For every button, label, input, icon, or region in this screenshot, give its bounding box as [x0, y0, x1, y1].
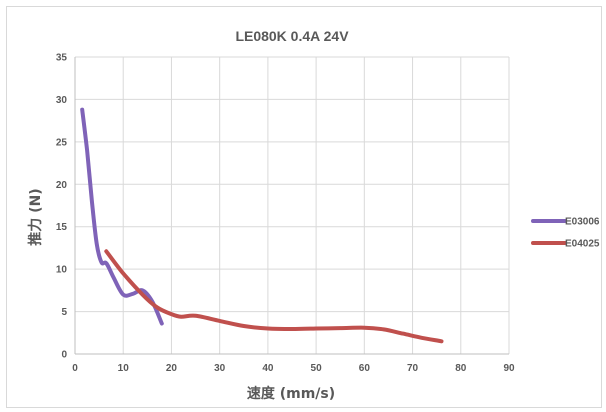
y-tick-label: 5	[61, 307, 67, 318]
x-tick-label: 30	[214, 363, 226, 374]
series-line-E04025	[104, 249, 444, 344]
line-chart: LE080K 0.4A 24V 0 10 20 30 40 50 60 70 80 90 0 5 10…	[27, 28, 600, 402]
x-tick-label: 20	[166, 363, 178, 374]
series-lines	[80, 107, 444, 344]
x-axis-label: 速度 (mm/s)	[247, 385, 335, 402]
x-tick-label: 70	[407, 363, 419, 374]
axes	[74, 57, 509, 355]
y-tick-label: 30	[56, 95, 68, 106]
legend-label-E03006: E03006	[565, 217, 600, 228]
y-tick-label: 25	[56, 137, 68, 148]
x-tick-label: 60	[359, 363, 371, 374]
x-tick-label: 80	[455, 363, 467, 374]
x-tick-label: 0	[72, 363, 78, 374]
x-tick-label: 90	[503, 363, 515, 374]
y-tick-label: 35	[56, 53, 68, 64]
x-tick-label: 40	[262, 363, 274, 374]
y-axis-label: 推力 (N)	[27, 188, 44, 245]
y-tick-label: 10	[56, 265, 68, 276]
chart-title: LE080K 0.4A 24V	[235, 28, 349, 44]
series-line-E03006	[80, 107, 164, 326]
legend: E03006 E04025	[531, 217, 600, 250]
x-tick-label: 10	[118, 363, 130, 374]
y-tick-label: 15	[56, 222, 68, 233]
y-tick-label: 0	[61, 350, 67, 361]
chart-frame: LE080K 0.4A 24V 0 10 20 30 40 50 60 70 80 90 0 5 10…	[6, 6, 602, 408]
grid	[75, 56, 510, 354]
legend-label-E04025: E04025	[565, 239, 600, 250]
y-tick-labels: 0 5 10 15 20 25 30 35	[56, 53, 68, 361]
y-tick-label: 20	[56, 180, 68, 191]
x-tick-labels: 0 10 20 30 40 50 60 70 80 90	[72, 363, 515, 374]
x-tick-label: 50	[311, 363, 323, 374]
